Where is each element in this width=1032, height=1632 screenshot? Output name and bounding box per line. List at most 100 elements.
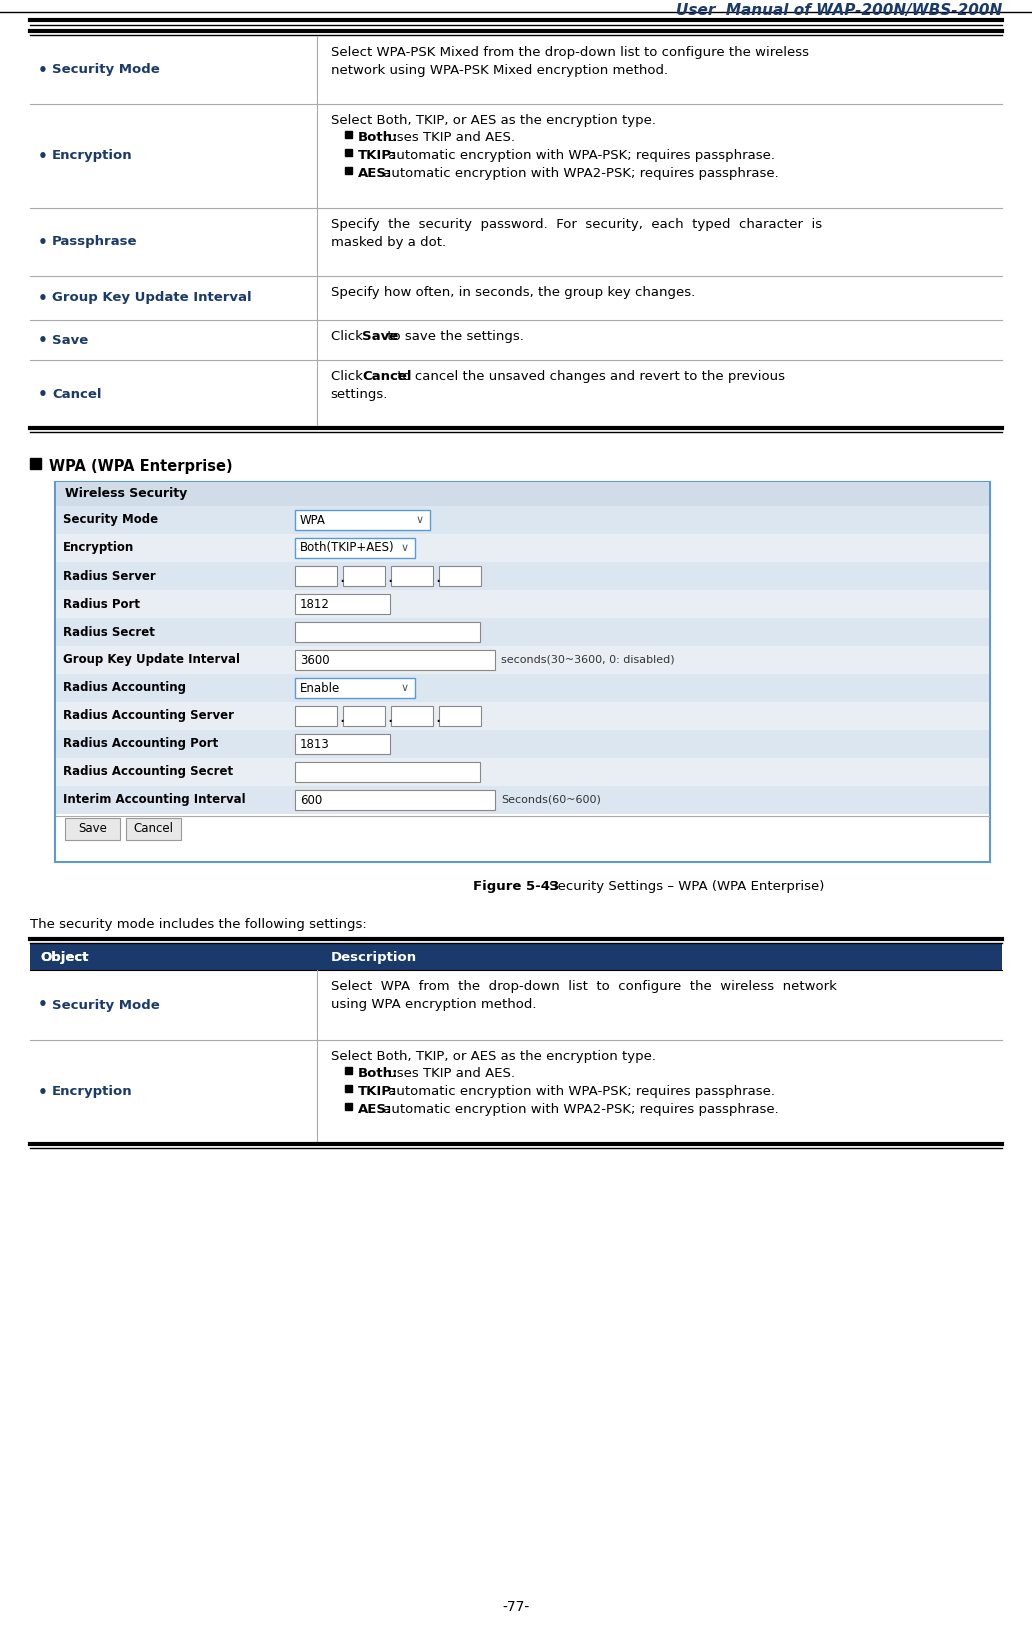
Text: masked by a dot.: masked by a dot. — [330, 237, 446, 250]
Text: Encryption: Encryption — [63, 542, 134, 555]
Bar — [345, 1085, 352, 1092]
Bar — [56, 674, 989, 702]
Text: .: . — [338, 708, 345, 726]
Text: automatic encryption with WPA2-PSK; requires passphrase.: automatic encryption with WPA2-PSK; requ… — [379, 166, 778, 180]
Bar — [345, 149, 352, 157]
Bar — [295, 509, 430, 530]
Text: seconds(30~3600, 0: disabled): seconds(30~3600, 0: disabled) — [501, 654, 675, 664]
Text: Radius Accounting Secret: Radius Accounting Secret — [63, 765, 233, 778]
Text: .: . — [387, 708, 392, 726]
Text: Select Both, TKIP, or AES as the encryption type.: Select Both, TKIP, or AES as the encrypt… — [330, 114, 655, 127]
Bar — [56, 730, 989, 757]
Bar — [345, 1067, 352, 1074]
Bar — [56, 619, 989, 646]
Text: Cancel: Cancel — [133, 823, 173, 836]
Bar — [56, 534, 989, 561]
Text: AES:: AES: — [358, 166, 392, 180]
Text: Save: Save — [52, 333, 89, 346]
Text: TKIP:: TKIP: — [358, 149, 397, 162]
Text: Radius Accounting: Radius Accounting — [63, 682, 186, 695]
Bar — [126, 818, 181, 840]
Text: automatic encryption with WPA-PSK; requires passphrase.: automatic encryption with WPA-PSK; requi… — [384, 149, 775, 162]
Text: Group Key Update Interval: Group Key Update Interval — [52, 292, 252, 305]
Bar — [295, 762, 480, 782]
Text: Select Both, TKIP, or AES as the encryption type.: Select Both, TKIP, or AES as the encrypt… — [330, 1049, 655, 1062]
Text: Both(TKIP+AES): Both(TKIP+AES) — [300, 542, 394, 555]
Text: Passphrase: Passphrase — [52, 235, 137, 248]
Text: Radius Port: Radius Port — [63, 597, 140, 610]
Text: uses TKIP and AES.: uses TKIP and AES. — [384, 1067, 515, 1080]
Bar — [439, 566, 481, 586]
Text: AES:: AES: — [358, 1103, 392, 1116]
Text: •: • — [38, 997, 47, 1012]
Bar — [56, 646, 989, 674]
Bar — [295, 594, 390, 614]
Text: Cancel: Cancel — [52, 387, 101, 400]
Text: automatic encryption with WPA-PSK; requires passphrase.: automatic encryption with WPA-PSK; requi… — [384, 1085, 775, 1098]
Text: Object: Object — [40, 950, 89, 963]
Text: Click: Click — [330, 370, 366, 384]
Text: Cancel: Cancel — [362, 370, 412, 384]
Text: .: . — [387, 568, 392, 586]
Bar — [56, 591, 989, 619]
Bar — [295, 677, 415, 698]
Text: Select WPA-PSK Mixed from the drop-down list to configure the wireless: Select WPA-PSK Mixed from the drop-down … — [330, 46, 809, 59]
Bar — [30, 943, 1002, 969]
Text: Wireless Security: Wireless Security — [65, 488, 187, 501]
Bar — [439, 707, 481, 726]
Text: using WPA encryption method.: using WPA encryption method. — [330, 999, 537, 1010]
Bar — [295, 650, 495, 671]
Text: Save: Save — [78, 823, 107, 836]
Text: Save: Save — [362, 330, 398, 343]
Bar — [56, 787, 989, 814]
Text: Select  WPA  from  the  drop-down  list  to  configure  the  wireless  network: Select WPA from the drop-down list to co… — [330, 979, 837, 992]
Text: Enable: Enable — [300, 682, 341, 695]
Text: •: • — [38, 149, 47, 163]
Text: TKIP:: TKIP: — [358, 1085, 397, 1098]
Text: Description: Description — [330, 950, 417, 963]
Text: .: . — [436, 708, 441, 726]
Text: Security Mode: Security Mode — [52, 999, 160, 1012]
Text: •: • — [38, 290, 47, 305]
Bar — [343, 566, 385, 586]
Text: 600: 600 — [300, 793, 322, 806]
Bar — [295, 734, 390, 754]
Text: to save the settings.: to save the settings. — [383, 330, 523, 343]
Bar — [295, 790, 495, 809]
Text: ∨: ∨ — [416, 516, 424, 526]
Text: automatic encryption with WPA2-PSK; requires passphrase.: automatic encryption with WPA2-PSK; requ… — [379, 1103, 778, 1116]
Text: ∨: ∨ — [401, 684, 409, 694]
Bar — [345, 131, 352, 139]
Text: .: . — [338, 568, 345, 586]
Text: Security Mode: Security Mode — [63, 514, 158, 527]
Text: The security mode includes the following settings:: The security mode includes the following… — [30, 917, 366, 930]
Bar — [391, 707, 433, 726]
Text: Encryption: Encryption — [52, 1085, 133, 1098]
Text: .: . — [436, 568, 441, 586]
Text: •: • — [38, 333, 47, 348]
Text: WPA (WPA Enterprise): WPA (WPA Enterprise) — [49, 459, 232, 473]
Text: settings.: settings. — [330, 388, 388, 401]
Text: ∨: ∨ — [401, 543, 409, 553]
Text: Interim Accounting Interval: Interim Accounting Interval — [63, 793, 246, 806]
Text: Radius Secret: Radius Secret — [63, 625, 155, 638]
Bar — [56, 702, 989, 730]
Bar — [56, 757, 989, 787]
Bar — [295, 707, 337, 726]
Text: Click: Click — [330, 330, 366, 343]
Text: Security Mode: Security Mode — [52, 64, 160, 77]
Bar — [30, 459, 41, 468]
Bar — [295, 622, 480, 641]
Text: •: • — [38, 1085, 47, 1100]
Text: Radius Server: Radius Server — [63, 570, 156, 583]
Bar — [391, 566, 433, 586]
Bar — [345, 1103, 352, 1110]
Text: Group Key Update Interval: Group Key Update Interval — [63, 653, 240, 666]
Text: •: • — [38, 62, 47, 77]
Text: Encryption: Encryption — [52, 150, 133, 163]
Text: to cancel the unsaved changes and revert to the previous: to cancel the unsaved changes and revert… — [393, 370, 785, 384]
Text: Both:: Both: — [358, 1067, 398, 1080]
Text: •: • — [38, 387, 47, 401]
Text: 1812: 1812 — [300, 597, 330, 610]
Text: uses TKIP and AES.: uses TKIP and AES. — [384, 131, 515, 144]
